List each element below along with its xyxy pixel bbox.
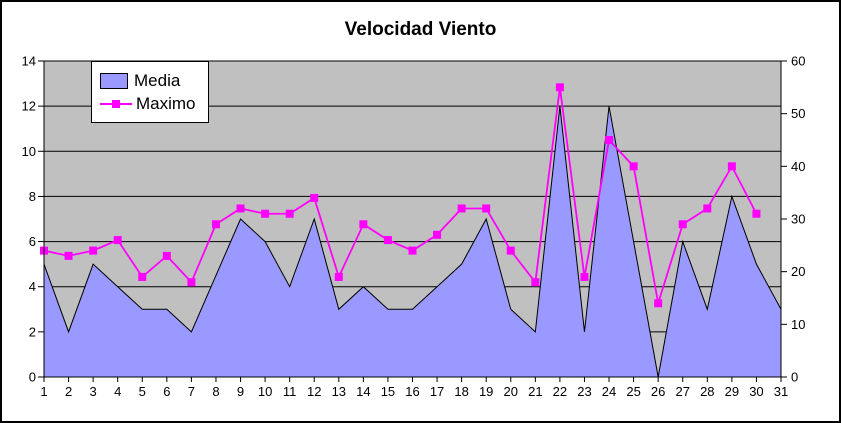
maximo-marker <box>310 193 319 202</box>
x-tick-label: 30 <box>749 384 763 399</box>
left-tick-label: 12 <box>22 99 36 114</box>
maximo-marker <box>629 162 638 171</box>
x-tick-label: 31 <box>774 384 788 399</box>
x-tick-label: 6 <box>163 384 170 399</box>
x-tick-label: 2 <box>65 384 72 399</box>
x-tick-label: 4 <box>114 384 121 399</box>
maximo-marker-icon <box>112 100 120 109</box>
left-tick-label: 4 <box>29 279 36 294</box>
maximo-marker <box>555 83 564 92</box>
right-tick-label: 30 <box>791 212 805 227</box>
left-tick-label: 8 <box>29 189 36 204</box>
left-tick-label: 14 <box>22 54 36 69</box>
right-tick-label: 50 <box>791 106 805 121</box>
x-tick-label: 20 <box>504 384 518 399</box>
maximo-marker <box>580 272 589 281</box>
maximo-marker <box>457 204 466 213</box>
legend: Media Maximo <box>91 61 209 123</box>
x-tick-label: 17 <box>430 384 444 399</box>
maximo-marker <box>261 209 270 218</box>
x-tick-label: 5 <box>139 384 146 399</box>
maximo-line-series <box>43 87 758 304</box>
left-tick-label: 6 <box>29 234 36 249</box>
x-tick-label: 12 <box>307 384 321 399</box>
chart-title: Velocidad Viento <box>344 19 497 40</box>
x-axis: 1 2 3 4 5 6 7 8 9 10 11 12 13 14 15 16 17 18 19 20 21 22 23 24 2… <box>40 377 788 399</box>
left-tick-label: 10 <box>22 144 36 159</box>
maximo-marker <box>359 220 368 229</box>
left-axis: 0 2 4 6 8 10 12 14 <box>22 54 44 385</box>
legend-label-maximo: Maximo <box>136 94 196 114</box>
x-tick-label: 18 <box>454 384 468 399</box>
maximo-marker <box>531 278 540 287</box>
x-tick-label: 11 <box>283 384 297 399</box>
x-tick-label: 27 <box>675 384 689 399</box>
x-tick-label: 23 <box>577 384 591 399</box>
maximo-marker <box>187 278 196 287</box>
x-tick-label: 25 <box>626 384 640 399</box>
maximo-marker <box>605 136 614 144</box>
legend-item-maximo: Maximo <box>100 93 200 117</box>
x-tick-label: 21 <box>528 384 542 399</box>
maximo-marker <box>408 246 417 255</box>
x-tick-label: 14 <box>356 384 370 399</box>
x-tick-label: 10 <box>258 384 272 399</box>
maximo-marker <box>383 236 392 245</box>
x-tick-label: 26 <box>651 384 665 399</box>
maximo-marker <box>138 272 147 281</box>
maximo-line-swatch <box>100 100 132 109</box>
maximo-marker <box>727 162 736 171</box>
maximo-marker <box>64 251 73 260</box>
media-area-series <box>43 106 782 378</box>
x-tick-label: 13 <box>332 384 346 399</box>
maximo-markers <box>40 83 761 308</box>
right-axis: 0 10 20 30 40 50 60 <box>781 54 805 385</box>
maximo-marker <box>752 209 761 218</box>
right-tick-label: 0 <box>791 370 798 385</box>
right-tick-label: 60 <box>791 54 805 69</box>
right-tick-label: 20 <box>791 264 805 279</box>
maximo-marker <box>89 246 98 255</box>
legend-label-media: Media <box>134 70 181 90</box>
maximo-marker <box>654 299 663 308</box>
x-tick-label: 16 <box>405 384 419 399</box>
maximo-marker <box>482 204 491 213</box>
left-tick-label: 2 <box>29 324 36 339</box>
legend-item-media: Media <box>100 69 200 93</box>
media-area-swatch <box>100 72 128 89</box>
x-tick-label: 7 <box>188 384 195 399</box>
maximo-marker <box>236 204 245 213</box>
right-tick-label: 10 <box>791 317 805 332</box>
x-tick-label: 1 <box>40 384 47 399</box>
maximo-marker <box>433 230 442 239</box>
maximo-marker <box>703 204 712 213</box>
left-tick-label: 0 <box>29 370 36 385</box>
maximo-marker <box>113 236 122 245</box>
maximo-marker <box>334 272 343 281</box>
x-tick-label: 3 <box>90 384 97 399</box>
x-tick-label: 22 <box>553 384 567 399</box>
x-tick-label: 19 <box>479 384 493 399</box>
maximo-marker <box>162 251 171 260</box>
x-tick-label: 29 <box>725 384 739 399</box>
x-tick-label: 15 <box>381 384 395 399</box>
maximo-marker <box>506 246 515 255</box>
maximo-marker <box>285 209 294 218</box>
x-tick-label: 9 <box>237 384 244 399</box>
x-tick-label: 24 <box>602 384 616 399</box>
x-tick-label: 8 <box>212 384 219 399</box>
maximo-marker <box>211 220 220 229</box>
x-tick-label: 28 <box>700 384 714 399</box>
right-tick-label: 40 <box>791 159 805 174</box>
maximo-marker <box>678 220 687 229</box>
